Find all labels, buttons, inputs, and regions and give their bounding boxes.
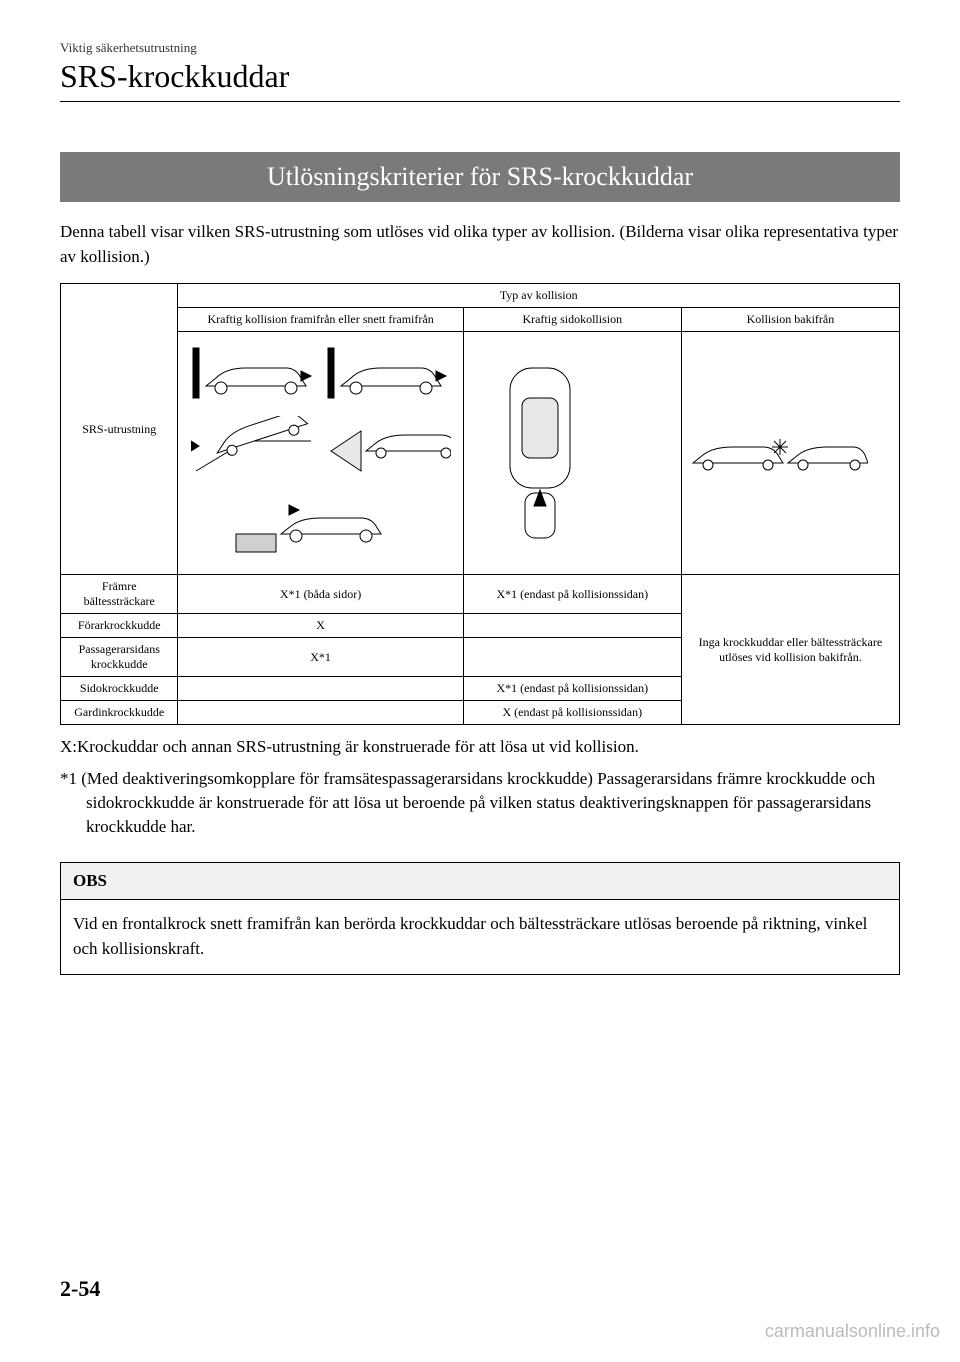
row-label: Främre bältessträckare (61, 575, 178, 614)
illustration-front (178, 332, 463, 575)
illustration-rear (681, 332, 899, 575)
header-title: SRS-krockkuddar (60, 58, 900, 95)
col-header-front: Kraftig kollision framifrån eller snett … (178, 308, 463, 332)
cell-front: X (178, 614, 463, 638)
section-title: Utlösningskriterier för SRS-krockkuddar (60, 152, 900, 202)
row-label: Gardinkrockkudde (61, 701, 178, 725)
cell-side: X*1 (endast på kollisionssidan) (463, 575, 681, 614)
row-label: Passagerarsidans krockkudde (61, 638, 178, 677)
cell-front (178, 677, 463, 701)
cell-front: X*1 (båda sidor) (178, 575, 463, 614)
header-divider (60, 101, 900, 102)
obs-title: OBS (61, 863, 899, 900)
table-row: Främre bältessträckare X*1 (båda sidor) … (61, 575, 900, 614)
illustration-side (463, 332, 681, 575)
row-label: Sidokrockkudde (61, 677, 178, 701)
cell-side: X (endast på kollisionssidan) (463, 701, 681, 725)
collision-table: SRS-utrustning Typ av kollision Kraftig … (60, 283, 900, 725)
col-group-header: Typ av kollision (178, 284, 900, 308)
cell-side: X*1 (endast på kollisionssidan) (463, 677, 681, 701)
cell-side (463, 638, 681, 677)
page-number: 2-54 (60, 1276, 100, 1302)
header-category: Viktig säkerhetsutrustning (60, 40, 900, 56)
col-header-side: Kraftig sidokollision (463, 308, 681, 332)
row-header-srs: SRS-utrustning (61, 284, 178, 575)
watermark: carmanualsonline.info (765, 1321, 940, 1342)
row-label: Förarkrockkudde (61, 614, 178, 638)
col-header-rear: Kollision bakifrån (681, 308, 899, 332)
intro-paragraph: Denna tabell visar vilken SRS-utrustning… (60, 220, 900, 269)
cell-front: X*1 (178, 638, 463, 677)
rear-note: Inga krockkuddar eller bältessträckare u… (681, 575, 899, 725)
footnote-star1: *1 (Med deaktiveringsomkopplare för fram… (60, 767, 900, 838)
obs-box: OBS Vid en frontalkrock snett framifrån … (60, 862, 900, 974)
cell-front (178, 701, 463, 725)
obs-body: Vid en frontalkrock snett framifrån kan … (61, 900, 899, 973)
cell-side (463, 614, 681, 638)
footnote-x: X:Krockuddar och annan SRS-utrustning är… (60, 735, 900, 759)
